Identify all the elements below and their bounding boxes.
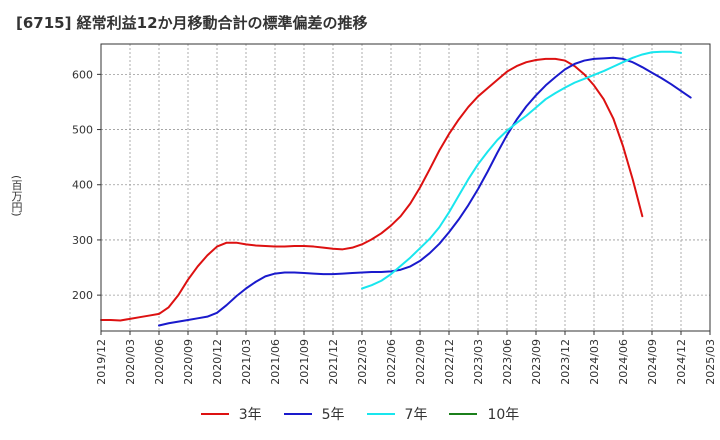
x-tick-label: 2022/09 <box>414 339 427 385</box>
y-axis-label: (百万円) <box>10 175 23 217</box>
y-tick-label: 300 <box>72 234 93 247</box>
legend: 3年 5年 7年 10年 <box>0 404 720 424</box>
legend-swatch <box>449 413 478 415</box>
x-tick-label: 2019/12 <box>95 339 108 385</box>
chart-title: [6715] 経常利益12か月移動合計の標準偏差の推移 <box>16 14 368 32</box>
x-tick-label: 2022/12 <box>443 339 456 385</box>
x-tick-label: 2023/06 <box>501 339 514 385</box>
y-tick-label: 400 <box>72 179 93 192</box>
x-tick-label: 2023/12 <box>559 339 572 385</box>
x-tick-label: 2021/03 <box>240 339 253 385</box>
legend-label: 3年 <box>238 407 262 423</box>
y-tick-label: 200 <box>72 289 93 302</box>
x-tick-label: 2023/09 <box>530 339 543 385</box>
x-tick-label: 2023/03 <box>472 339 485 385</box>
legend-swatch <box>200 413 229 415</box>
x-tick-label: 2021/09 <box>298 339 311 385</box>
x-tick-label: 2024/12 <box>675 339 688 385</box>
series-line-5年 <box>158 56 692 327</box>
series-line-3年 <box>100 57 644 322</box>
legend-label: 10年 <box>487 407 520 423</box>
legend-label: 7年 <box>404 407 428 423</box>
x-tick-label: 2020/03 <box>124 339 137 385</box>
legend-label: 5年 <box>321 407 345 423</box>
legend-swatch <box>366 413 395 415</box>
x-tick-label: 2020/12 <box>211 339 224 385</box>
x-tick-label: 2024/09 <box>646 339 659 385</box>
y-tick-label: 500 <box>72 124 93 137</box>
x-tick-label: 2022/03 <box>356 339 369 385</box>
series-line-7年 <box>361 50 682 290</box>
y-tick-label: 600 <box>72 68 93 81</box>
x-tick-label: 2021/12 <box>327 339 340 385</box>
x-tick-label: 2024/03 <box>588 339 601 385</box>
legend-swatch <box>283 413 312 415</box>
legend-item: 5年 <box>283 404 345 424</box>
x-tick-label: 2020/09 <box>182 339 195 385</box>
x-tick-label: 2025/03 <box>704 339 717 385</box>
legend-item: 10年 <box>449 404 519 424</box>
x-tick-label: 2024/06 <box>617 339 630 385</box>
x-tick-label: 2021/06 <box>269 339 282 385</box>
plot-area <box>100 43 711 332</box>
legend-item: 7年 <box>366 404 428 424</box>
x-tick-label: 2020/06 <box>153 339 166 385</box>
x-tick-label: 2022/06 <box>385 339 398 385</box>
legend-item: 3年 <box>200 404 262 424</box>
